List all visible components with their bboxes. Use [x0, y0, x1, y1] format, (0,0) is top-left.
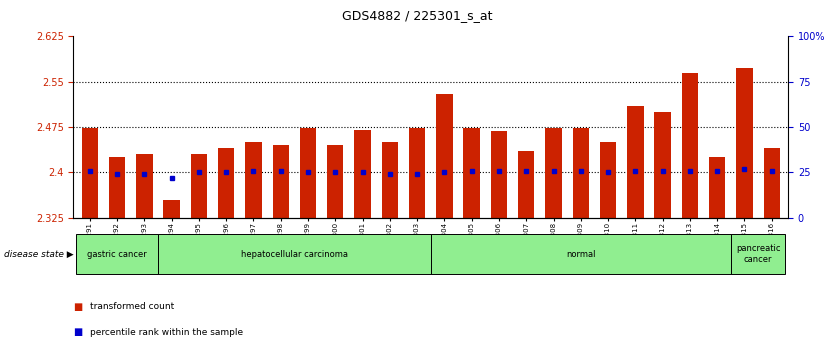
Bar: [354, 130, 371, 218]
Bar: [627, 106, 644, 218]
Bar: [655, 112, 671, 218]
Text: normal: normal: [566, 250, 595, 258]
FancyBboxPatch shape: [430, 234, 731, 274]
Bar: [490, 131, 507, 218]
Bar: [109, 157, 125, 218]
Bar: [573, 128, 589, 218]
Bar: [327, 145, 344, 218]
Text: disease state ▶: disease state ▶: [4, 250, 73, 258]
Bar: [82, 128, 98, 218]
Bar: [709, 157, 726, 218]
Text: gastric cancer: gastric cancer: [88, 250, 147, 258]
Bar: [136, 154, 153, 218]
Text: transformed count: transformed count: [90, 302, 174, 311]
Text: ■: ■: [73, 327, 83, 337]
Bar: [436, 94, 453, 218]
Bar: [600, 142, 616, 218]
Bar: [409, 128, 425, 218]
Bar: [764, 148, 780, 218]
Bar: [518, 151, 535, 218]
FancyBboxPatch shape: [731, 234, 786, 274]
Bar: [163, 200, 180, 218]
Bar: [382, 142, 398, 218]
Bar: [245, 142, 262, 218]
Text: percentile rank within the sample: percentile rank within the sample: [90, 328, 244, 337]
Bar: [273, 145, 289, 218]
Bar: [218, 148, 234, 218]
Bar: [681, 73, 698, 218]
Text: pancreatic
cancer: pancreatic cancer: [736, 244, 781, 264]
FancyBboxPatch shape: [76, 234, 158, 274]
Text: hepatocellular carcinoma: hepatocellular carcinoma: [241, 250, 348, 258]
Bar: [736, 68, 752, 218]
Bar: [191, 154, 207, 218]
Bar: [464, 128, 480, 218]
Bar: [545, 128, 562, 218]
Text: ■: ■: [73, 302, 83, 312]
Bar: [299, 128, 316, 218]
Text: GDS4882 / 225301_s_at: GDS4882 / 225301_s_at: [342, 9, 492, 22]
FancyBboxPatch shape: [158, 234, 430, 274]
